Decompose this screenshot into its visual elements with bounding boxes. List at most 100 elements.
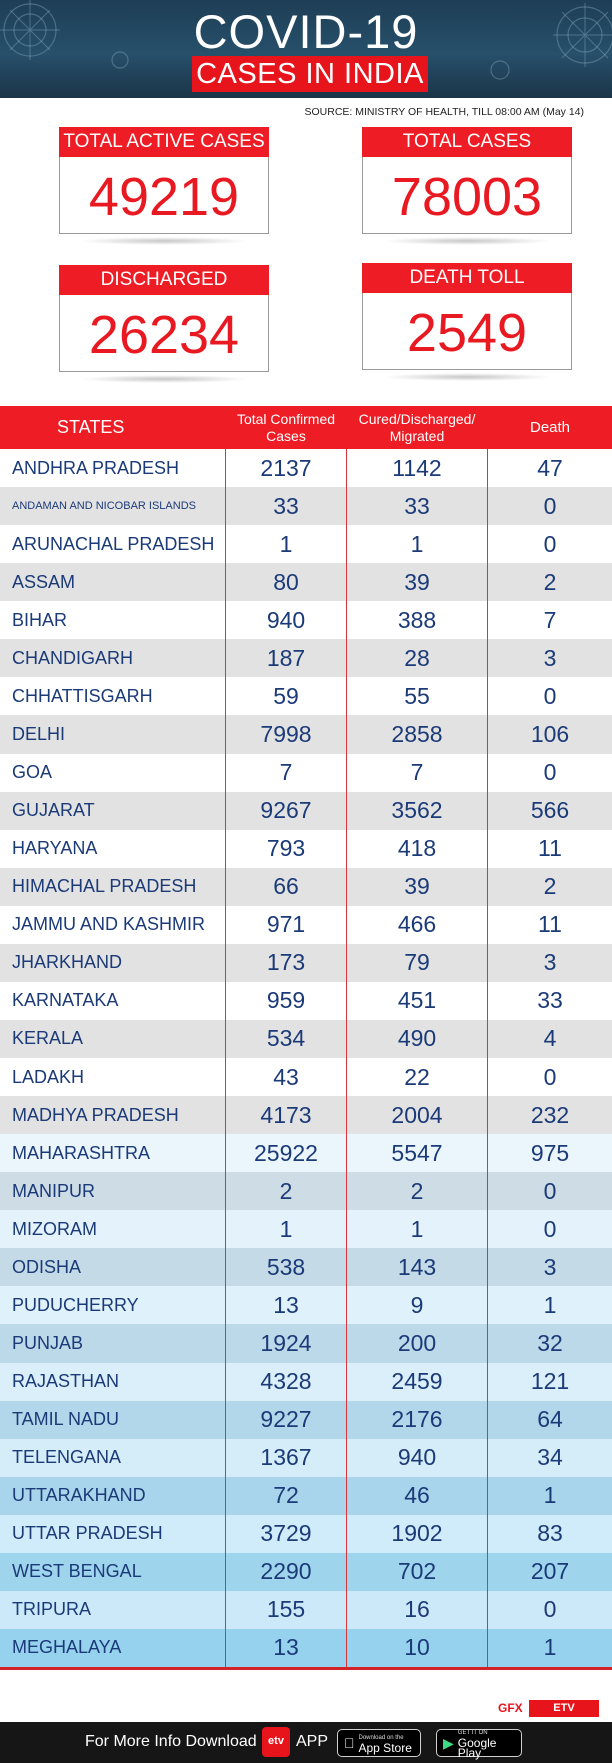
state-name: LADAKH	[12, 1066, 85, 1087]
cured-value: 1	[410, 1215, 424, 1242]
stat-label: TOTAL CASES	[362, 127, 572, 157]
state-name: DELHI	[12, 723, 66, 744]
death-value: 2	[543, 568, 557, 595]
cured-value: 940	[397, 1444, 437, 1471]
apple-icon: 	[344, 1735, 355, 1751]
state-name: GUJARAT	[12, 800, 95, 821]
confirmed-value: 1	[279, 530, 293, 557]
footer-text: For More Info Download	[85, 1733, 257, 1750]
death-value: 2	[543, 873, 557, 900]
cured-value: 702	[397, 1558, 437, 1585]
table-row: UTTARAKHAND 72 46 1	[0, 1476, 612, 1515]
death-value: 3	[543, 1253, 557, 1280]
death-value: 0	[543, 492, 557, 519]
death-value: 0	[543, 682, 557, 709]
stat-value: 2549	[406, 303, 528, 363]
column-header-confirmed: Total Confirmed Cases	[236, 410, 336, 444]
cured-value: 9	[410, 1291, 424, 1318]
etv-app-logo[interactable]: etv	[262, 1727, 290, 1757]
confirmed-value: 959	[266, 987, 306, 1014]
table-row: CHHATTISGARH 59 55 0	[0, 677, 612, 716]
cured-value: 5547	[391, 1139, 443, 1166]
brand-credit: ETV BHARAT	[529, 1700, 599, 1731]
stat-card-deaths: DEATH TOLL 2549	[362, 263, 572, 381]
confirmed-value: 66	[273, 873, 299, 900]
confirmed-value: 2137	[260, 454, 312, 481]
stat-label: TOTAL ACTIVE CASES	[59, 127, 269, 157]
death-value: 0	[543, 1215, 557, 1242]
death-value: 1	[543, 1634, 557, 1661]
stat-card-total: TOTAL CASES 78003	[362, 127, 572, 245]
table-row: PUDUCHERRY 13 9 1	[0, 1286, 612, 1325]
death-value: 232	[530, 1101, 570, 1128]
death-value: 33	[537, 987, 563, 1014]
table-row: DELHI 7998 2858 106	[0, 715, 612, 754]
table-row: TRIPURA 155 16 0	[0, 1590, 612, 1629]
app-store-badge[interactable]:  Download on the App Store	[337, 1729, 421, 1757]
stat-label: DEATH TOLL	[362, 263, 572, 293]
gfx-credit: GFX	[498, 1701, 523, 1715]
column-divider	[487, 449, 488, 1667]
google-play-badge[interactable]: ▶ GET IT ON Google Play	[436, 1729, 522, 1759]
table-row: PUNJAB 1924 200 32	[0, 1324, 612, 1363]
table-row: WEST BENGAL 2290 702 207	[0, 1552, 612, 1591]
confirmed-value: 80	[273, 568, 299, 595]
table-row: JAMMU AND KASHMIR 971 466 11	[0, 905, 612, 944]
confirmed-value: 9267	[260, 797, 312, 824]
cured-value: 39	[404, 873, 430, 900]
state-name: ANDHRA PRADESH	[12, 457, 180, 478]
death-value: 207	[530, 1558, 570, 1585]
state-name: KARNATAKA	[12, 990, 119, 1011]
confirmed-value: 4173	[260, 1101, 312, 1128]
death-value: 121	[530, 1368, 570, 1395]
cured-value: 10	[404, 1634, 430, 1661]
state-name: ODISHA	[12, 1256, 82, 1277]
confirmed-value: 72	[273, 1482, 299, 1509]
cured-value: 1	[410, 530, 424, 557]
confirmed-value: 3729	[260, 1520, 312, 1547]
cured-value: 55	[404, 682, 430, 709]
death-value: 0	[543, 1063, 557, 1090]
state-name: JAMMU AND KASHMIR	[12, 914, 206, 935]
play-icon: ▶	[443, 1734, 454, 1751]
cured-value: 1142	[392, 454, 442, 481]
state-name: MANIPUR	[12, 1180, 96, 1201]
death-value: 3	[543, 949, 557, 976]
state-name: CHANDIGARH	[12, 647, 134, 668]
confirmed-value: 43	[273, 1063, 299, 1090]
confirmed-value: 173	[266, 949, 306, 976]
death-value: 0	[543, 530, 557, 557]
stat-label: DISCHARGED	[59, 265, 269, 295]
state-name: MADHYA PRADESH	[12, 1104, 179, 1125]
state-name: UTTARAKHAND	[12, 1485, 146, 1506]
table-row: ANDHRA PRADESH 2137 1142 47	[0, 449, 612, 488]
state-name: PUDUCHERRY	[12, 1294, 139, 1315]
confirmed-value: 2290	[260, 1558, 312, 1585]
death-value: 11	[538, 911, 562, 938]
table-row: KERALA 534 490 4	[0, 1019, 612, 1058]
table-row: RAJASTHAN 4328 2459 121	[0, 1362, 612, 1401]
table-row: ARUNACHAL PRADESH 1 1 0	[0, 525, 612, 564]
state-name: ASSAM	[12, 571, 76, 592]
table-row: ODISHA 538 143 3	[0, 1248, 612, 1287]
state-name: TRIPURA	[12, 1599, 92, 1620]
confirmed-value: 7	[279, 759, 293, 786]
table-row: TELENGANA 1367 940 34	[0, 1438, 612, 1477]
state-name: HARYANA	[12, 838, 98, 859]
confirmed-value: 9227	[260, 1406, 312, 1433]
table-row: MAHARASHTRA 25922 5547 975	[0, 1134, 612, 1173]
death-value: 47	[537, 454, 563, 481]
cured-value: 2	[410, 1177, 424, 1204]
table-row: LADAKH 43 22 0	[0, 1058, 612, 1097]
cured-value: 451	[397, 987, 437, 1014]
page-title: COVID-19	[193, 5, 419, 58]
cured-value: 16	[404, 1596, 430, 1623]
cured-value: 39	[404, 568, 430, 595]
header-banner: COVID-19 CASES IN INDIA	[0, 0, 612, 98]
state-name: BIHAR	[12, 609, 68, 630]
column-header-states: STATES	[57, 417, 125, 437]
source-note: SOURCE: MINISTRY OF HEALTH, TILL 08:00 A…	[304, 106, 585, 118]
confirmed-value: 13	[273, 1634, 299, 1661]
state-name: MIZORAM	[12, 1218, 97, 1239]
cured-value: 2459	[391, 1368, 443, 1395]
